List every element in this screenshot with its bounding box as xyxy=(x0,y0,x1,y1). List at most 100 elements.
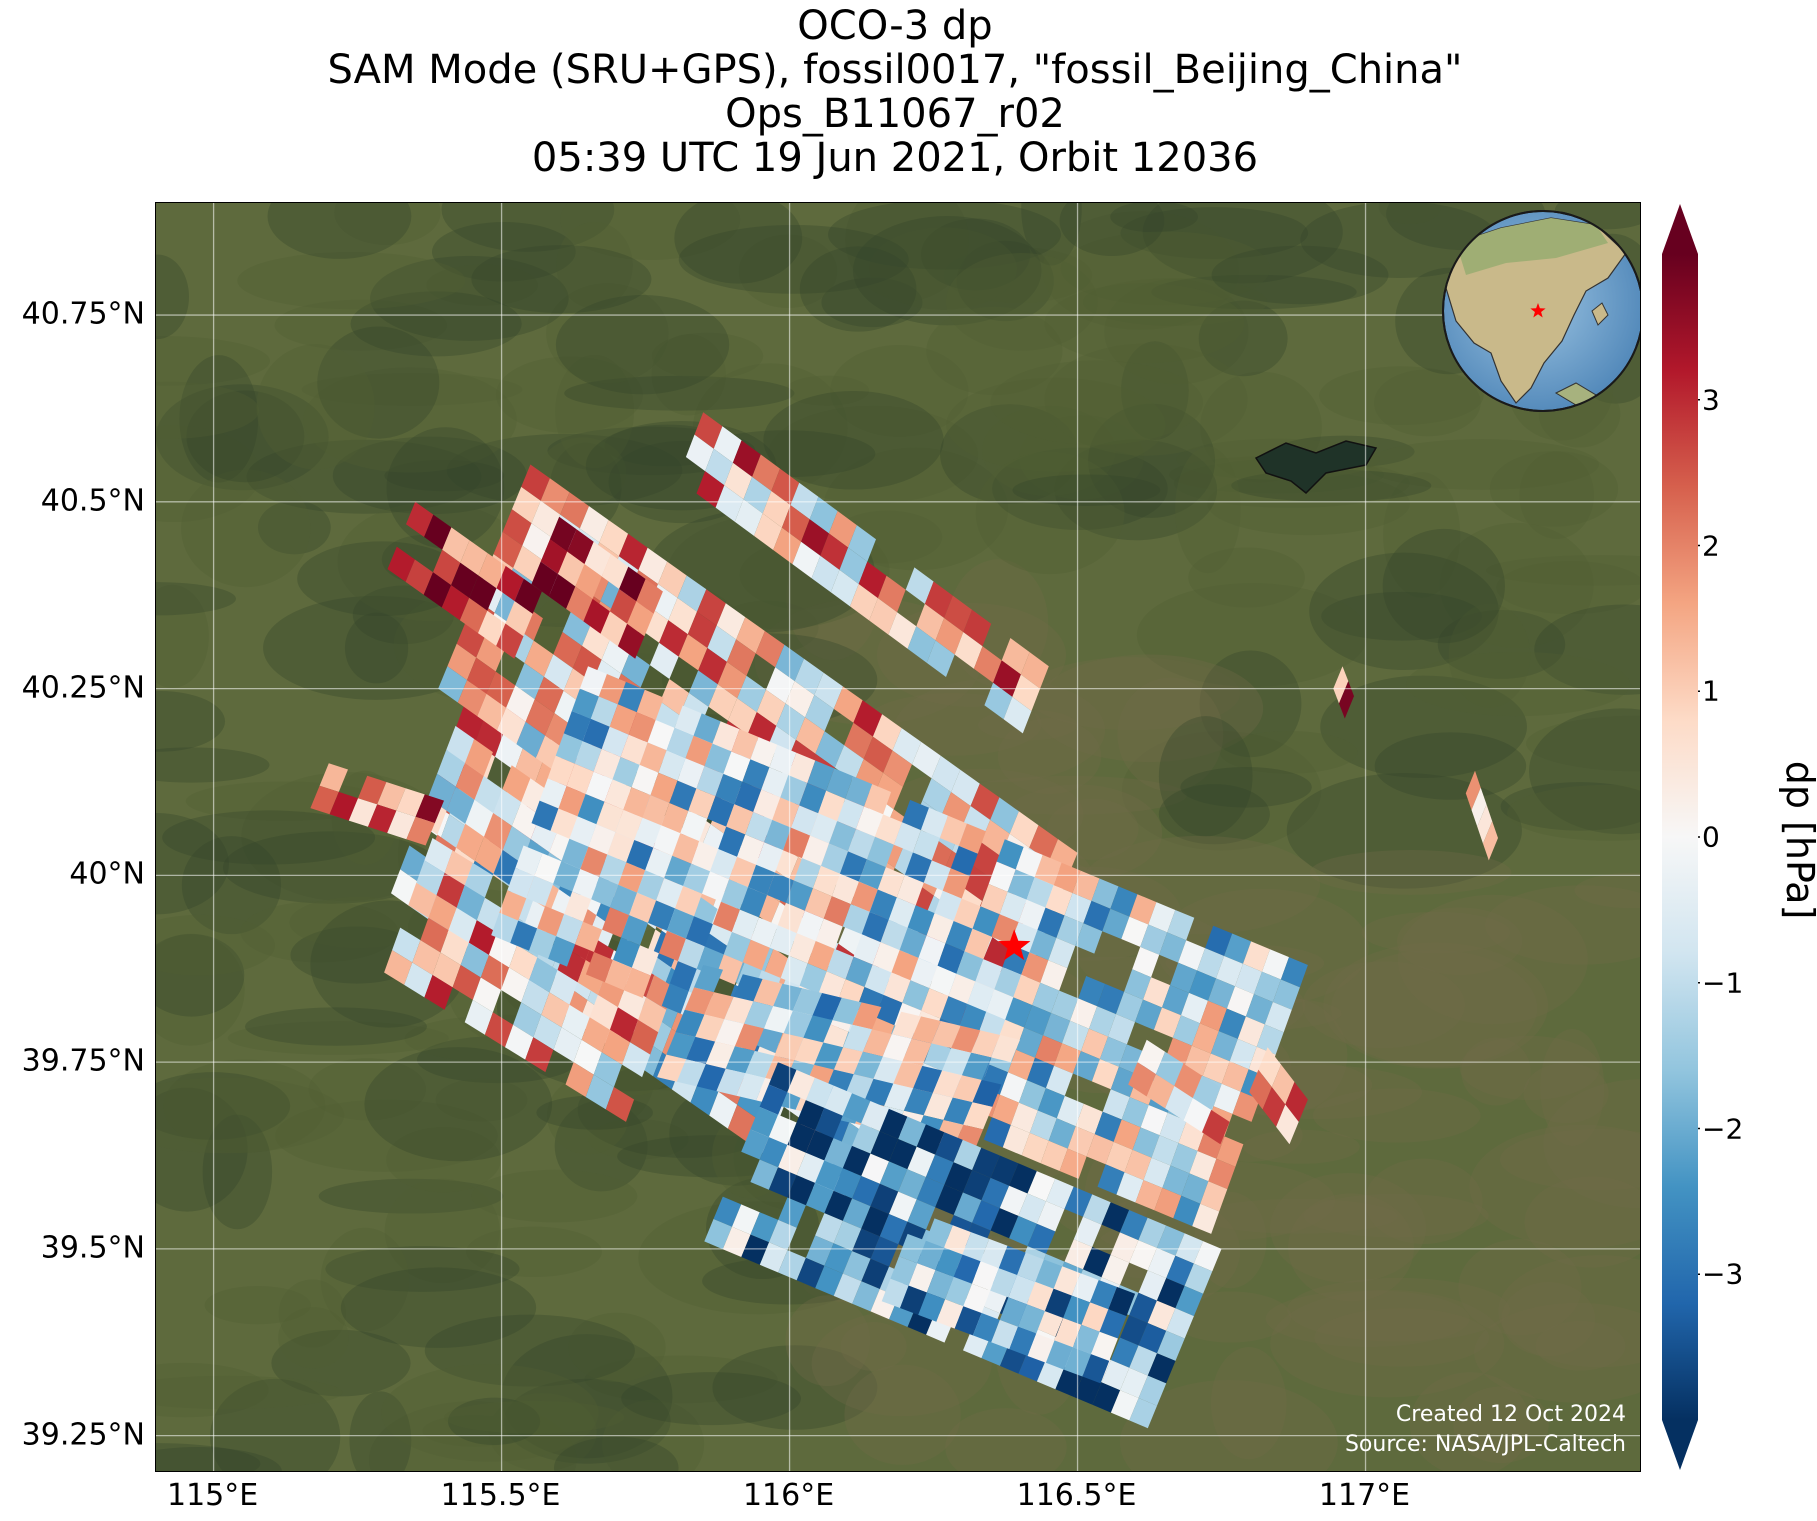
sounding-cell xyxy=(856,806,884,837)
terrain-patch xyxy=(289,896,428,949)
sounding-cell xyxy=(773,983,803,1011)
sounding-cell xyxy=(739,887,767,918)
sounding-cell xyxy=(541,992,570,1028)
sounding-cell xyxy=(599,520,629,557)
sounding-cell xyxy=(882,1034,912,1062)
sounding-cell xyxy=(972,1261,999,1291)
terrain-patch xyxy=(495,356,643,434)
sounding-cell xyxy=(918,935,946,966)
sounding-cell xyxy=(1099,1036,1127,1067)
sounding-cell xyxy=(486,671,516,708)
sounding-cell xyxy=(358,775,387,805)
sounding-cell xyxy=(412,940,441,975)
sounding-cell xyxy=(566,763,594,794)
sounding-cell xyxy=(1040,1140,1068,1171)
sounding-cell xyxy=(1471,787,1487,827)
sounding-cell xyxy=(638,997,667,1033)
sounding-cell xyxy=(493,789,522,826)
terrain-patch xyxy=(1486,555,1640,586)
terrain-patch xyxy=(349,1391,412,1471)
sounding-cell xyxy=(873,1056,903,1084)
sounding-cell xyxy=(713,1196,742,1227)
sounding-cell xyxy=(1073,1374,1102,1405)
sounding-cell xyxy=(869,598,898,635)
sounding-cell xyxy=(805,1182,834,1214)
sounding-cell xyxy=(925,1218,953,1248)
terrain-patch xyxy=(156,384,329,491)
sounding-cell xyxy=(802,835,829,866)
sounding-cell xyxy=(1043,1013,1071,1044)
terrain-patch xyxy=(222,831,440,904)
sounding-cell xyxy=(922,778,952,815)
terrain-patch xyxy=(1439,522,1594,648)
sounding-cell xyxy=(716,603,746,640)
sounding-cell xyxy=(704,992,734,1020)
sounding-cell xyxy=(1029,930,1057,961)
sounding-cell xyxy=(1075,1103,1103,1135)
lat-tick-label: 40.5°N xyxy=(40,483,145,519)
terrain-patch xyxy=(318,1178,504,1214)
sounding-cell xyxy=(618,862,646,893)
sounding-cell xyxy=(1208,978,1235,1009)
sounding-cell xyxy=(741,1129,769,1160)
terrain-patch xyxy=(1121,341,1189,440)
terrain-patch xyxy=(1319,366,1484,425)
sounding-cell xyxy=(1116,991,1144,1022)
sounding-cell xyxy=(556,913,584,945)
colorbar-tick-label: −3 xyxy=(1702,1257,1744,1291)
sounding-cell xyxy=(416,860,445,896)
sounding-cell xyxy=(794,858,821,889)
sounding-cell xyxy=(907,626,936,663)
sounding-cell xyxy=(623,787,651,818)
sounding-cell xyxy=(686,1036,716,1064)
sounding-cell xyxy=(750,1159,779,1190)
sounding-cell xyxy=(468,920,497,955)
sounding-cell xyxy=(781,505,810,542)
terrain-patch xyxy=(799,246,917,332)
sounding-cell xyxy=(924,1040,952,1072)
sounding-cell xyxy=(723,932,751,963)
sounding-cell xyxy=(1243,941,1270,972)
sounding-cell xyxy=(1264,1002,1292,1033)
sounding-cell xyxy=(809,496,838,534)
sounding-cell xyxy=(818,790,846,822)
sounding-cell xyxy=(1102,1089,1130,1120)
sounding-cell xyxy=(963,609,992,647)
sounding-cell xyxy=(1048,1118,1076,1149)
sounding-cell xyxy=(766,667,795,704)
sounding-cell xyxy=(1124,1149,1152,1181)
sounding-cell xyxy=(945,1276,972,1307)
sounding-cell xyxy=(990,1155,1019,1186)
sounding-cell xyxy=(994,967,1022,998)
sounding-cell xyxy=(842,1198,871,1229)
colorbar-tick-label: −2 xyxy=(1702,1112,1744,1145)
terrain-patch xyxy=(568,1312,666,1383)
terrain-patch xyxy=(555,294,730,395)
sounding-cell xyxy=(883,972,911,1003)
map-panel[interactable]: Created 12 Oct 2024 Source: NASA/JPL-Cal… xyxy=(155,202,1641,1472)
sounding-cell xyxy=(1121,1097,1149,1128)
sounding-cell xyxy=(972,1313,1000,1343)
sounding-cell xyxy=(368,804,397,833)
terrain-patch xyxy=(1458,1238,1582,1336)
sounding-cell xyxy=(861,1153,889,1184)
sounding-cell xyxy=(980,884,1008,915)
terrain-patch xyxy=(443,1400,625,1434)
sounding-cell xyxy=(1166,1308,1194,1339)
sounding-cell xyxy=(524,640,554,677)
sounding-cell xyxy=(861,1101,889,1132)
sounding-cell xyxy=(613,937,640,968)
terrain-patch xyxy=(1499,1129,1640,1191)
terrain-patch xyxy=(210,1378,341,1471)
map-canvas[interactable] xyxy=(156,203,1641,1472)
sounding-cell xyxy=(516,721,546,758)
sounding-cell xyxy=(588,824,616,855)
sounding-cell xyxy=(726,804,754,835)
sounding-cell xyxy=(728,698,757,735)
terrain-patch xyxy=(278,1279,346,1348)
sounding-cell xyxy=(1082,1354,1110,1384)
sounding-cell xyxy=(505,601,533,637)
terrain-patch xyxy=(1211,245,1389,305)
terrain-patch xyxy=(332,436,527,515)
terrain-patch xyxy=(1120,207,1309,259)
